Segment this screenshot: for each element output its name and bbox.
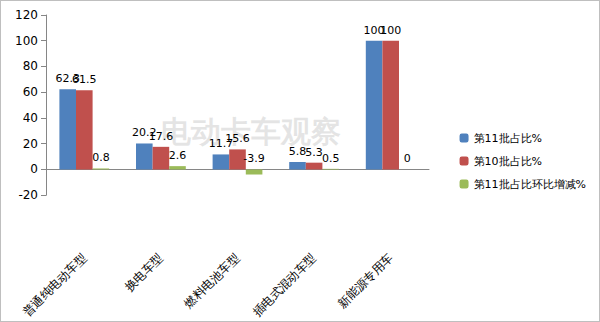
svg-text:-3.9: -3.9: [243, 152, 264, 165]
svg-text:80: 80: [23, 59, 38, 73]
svg-text:2.6: 2.6: [169, 149, 187, 162]
svg-text:120: 120: [15, 8, 38, 22]
svg-text:-20: -20: [18, 188, 38, 202]
svg-text:5.8: 5.8: [289, 145, 307, 158]
svg-text:0.8: 0.8: [92, 151, 110, 164]
svg-text:40: 40: [23, 111, 38, 125]
svg-text:11.7: 11.7: [208, 137, 234, 151]
svg-text:100: 100: [380, 24, 401, 37]
svg-text:燃料电池车型: 燃料电池车型: [182, 250, 243, 311]
svg-text:60: 60: [23, 85, 38, 99]
svg-text:普通纯电动车型: 普通纯电动车型: [20, 250, 89, 319]
svg-text:100: 100: [15, 34, 38, 48]
svg-text:换电车型: 换电车型: [122, 250, 166, 294]
svg-text:新能源专用车: 新能源专用车: [335, 250, 396, 311]
svg-text:20: 20: [23, 137, 38, 151]
svg-text:62.3: 62.3: [55, 72, 80, 86]
svg-text:0.5: 0.5: [322, 152, 340, 165]
svg-text:15.6: 15.6: [225, 132, 250, 145]
svg-text:插电式混动车型: 插电式混动车型: [250, 250, 319, 319]
svg-text:第11批占比环比增减%: 第11批占比环比增减%: [474, 178, 586, 191]
svg-text:0: 0: [404, 152, 411, 165]
svg-text:5.3: 5.3: [305, 146, 323, 159]
svg-text:61.5: 61.5: [72, 73, 97, 86]
svg-text:第11批占比%: 第11批占比%: [474, 132, 542, 145]
svg-text:电动卡车观察: 电动卡车观察: [161, 114, 341, 149]
svg-text:0: 0: [30, 162, 38, 176]
svg-text:17.6: 17.6: [149, 130, 174, 143]
svg-text:100: 100: [363, 23, 385, 37]
svg-text:20.2: 20.2: [132, 126, 157, 140]
svg-text:第10批占比%: 第10批占比%: [474, 155, 542, 168]
